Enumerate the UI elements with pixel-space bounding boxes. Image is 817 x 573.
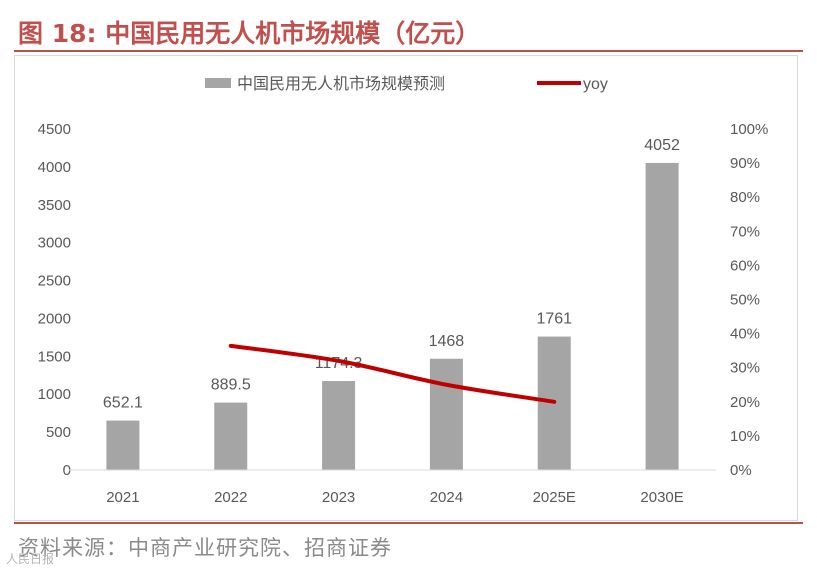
left-axis-ticks: 0 500 1000 1500 2000 2500 3000 3500 4000 4500	[38, 121, 71, 479]
right-tick-label: 20%	[730, 394, 760, 411]
title-rule	[14, 50, 803, 52]
left-tick-label: 1500	[38, 348, 71, 365]
right-tick-label: 80%	[730, 189, 760, 206]
right-tick-label: 10%	[730, 428, 760, 445]
left-tick-label: 3000	[38, 235, 71, 252]
yoy-series	[228, 343, 557, 404]
bar	[214, 402, 248, 470]
x-tick-label: 2022	[214, 489, 247, 506]
bottom-rule	[14, 522, 803, 524]
left-tick-label: 4500	[38, 121, 71, 138]
chart-frame: 中国民用无人机市场规模预测 yoy 0 500 1000 1500 2000 2500 300…	[14, 55, 798, 521]
bar	[429, 358, 463, 470]
bar	[645, 162, 679, 470]
legend-label-line: yoy	[583, 76, 608, 93]
chart-legend: 中国民用无人机市场规模预测 yoy	[205, 75, 608, 93]
left-tick-label: 1000	[38, 386, 71, 403]
x-tick-label: 2023	[322, 489, 355, 506]
bar-series	[106, 162, 679, 470]
source-note: 资料来源：中商产业研究院、招商证券	[18, 536, 392, 560]
x-tick-label: 2021	[106, 489, 139, 506]
x-tick-label: 2024	[430, 489, 463, 506]
legend-swatch-bar	[205, 78, 231, 88]
bar-value-label: 4052	[644, 137, 680, 154]
left-tick-label: 2000	[38, 310, 71, 327]
bar-value-label: 1468	[429, 333, 465, 350]
x-tick-label: 2030E	[640, 489, 683, 506]
right-tick-label: 40%	[730, 326, 760, 343]
right-tick-label: 50%	[730, 292, 760, 309]
bar-value-label: 889.5	[211, 377, 251, 394]
left-tick-label: 0	[63, 462, 71, 479]
right-tick-label: 100%	[730, 121, 768, 138]
yoy-line	[228, 343, 557, 404]
bar	[106, 420, 140, 470]
right-tick-label: 90%	[730, 155, 760, 172]
legend-label-bar: 中国民用无人机市场规模预测	[237, 75, 445, 93]
left-tick-label: 500	[46, 424, 71, 441]
right-tick-label: 30%	[730, 360, 760, 377]
bar	[322, 381, 356, 470]
figure-title: 图 18: 中国民用无人机市场规模（亿元）	[18, 19, 481, 48]
bar-value-label: 1761	[536, 311, 572, 328]
left-tick-label: 2500	[38, 273, 71, 290]
right-axis-ticks: 0% 10% 20% 30% 40% 50% 60% 70% 80% 90% 100%	[730, 121, 768, 479]
chart-svg: 中国民用无人机市场规模预测 yoy 0 500 1000 1500 2000 2500 300…	[38, 75, 769, 506]
right-tick-label: 0%	[730, 462, 752, 479]
left-tick-label: 4000	[38, 159, 71, 176]
corner-watermark: 人民日报	[6, 552, 55, 566]
right-tick-label: 70%	[730, 223, 760, 240]
bar-value-label: 652.1	[103, 395, 143, 412]
left-tick-label: 3500	[38, 197, 71, 214]
x-tick-label: 2025E	[533, 489, 576, 506]
x-axis-labels: 2021 2022 2023 2024 2025E 2030E	[106, 489, 684, 506]
right-tick-label: 60%	[730, 257, 760, 274]
